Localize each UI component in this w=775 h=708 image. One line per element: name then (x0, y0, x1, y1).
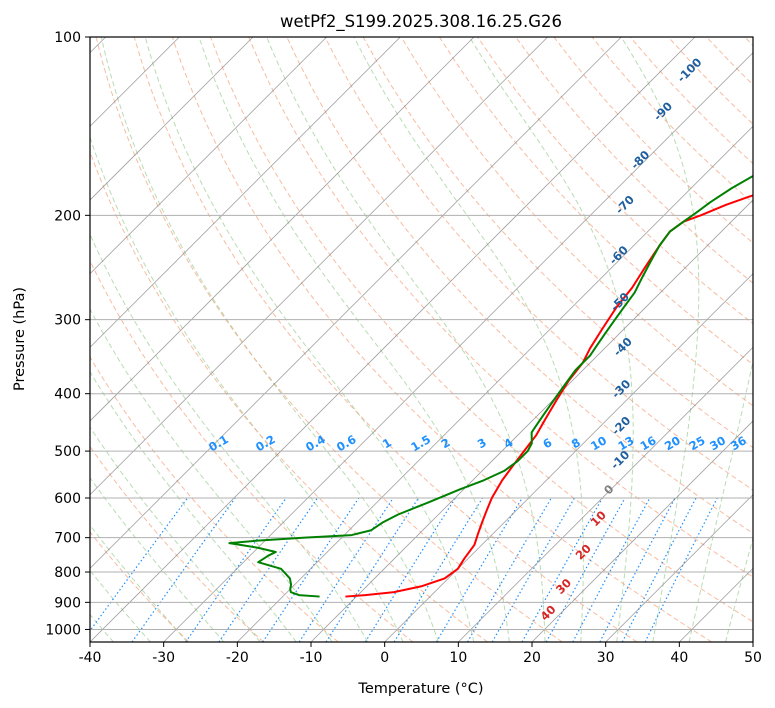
x-tick-label: 50 (744, 650, 762, 666)
y-axis-ticks: 100 200 300 400 500 600 700 800 900 1000 (45, 30, 90, 638)
x-tick-label: 30 (597, 650, 615, 666)
moist-adiabat (353, 37, 584, 642)
dry-adiabat (210, 37, 753, 623)
chart-title: wetPf2_S199.2025.308.16.25.G26 (280, 12, 562, 32)
isotherm-line (384, 273, 753, 642)
x-tick-label: -20 (226, 650, 249, 666)
y-tick-label: 700 (54, 531, 81, 547)
mixing-ratio-line (262, 497, 360, 642)
temperature-line (345, 194, 753, 598)
moist-adiabat (90, 426, 261, 642)
moist-adiabat (90, 476, 225, 642)
x-axis-title: Temperature (°C) (357, 681, 483, 697)
moist-adiabat (90, 308, 333, 642)
dry-adiabat (95, 37, 563, 642)
y-tick-label: 900 (54, 595, 81, 611)
y-tick-label: 1000 (45, 622, 81, 638)
dry-adiabat (248, 37, 753, 578)
dry-adiabat (90, 356, 339, 642)
dry-adiabat (90, 150, 488, 642)
isotherm-line (90, 37, 622, 569)
mixing-ratio-line (435, 497, 523, 642)
y-tick-label: 800 (54, 565, 81, 581)
isotherm-line (458, 346, 753, 642)
y-axis-title: Pressure (hPa) (12, 287, 28, 391)
mixing-ratio-label: 20 (662, 433, 683, 453)
y-tick-label: 100 (54, 30, 81, 46)
y-tick-label: 600 (54, 491, 81, 507)
moist-adiabat (266, 37, 546, 642)
isotherm-line (90, 37, 696, 642)
sounding-series (228, 174, 753, 598)
isotherm-line (90, 37, 254, 201)
x-tick-label: -30 (152, 650, 175, 666)
mixing-ratio-label: 25 (687, 433, 708, 453)
moist-adiabat (144, 37, 475, 642)
y-tick-label: 200 (54, 208, 81, 224)
dry-adiabat (324, 37, 753, 491)
isotherm-line (531, 420, 753, 642)
plot-area (90, 37, 753, 642)
plot-frame (89, 36, 754, 643)
x-tick-label: 10 (449, 650, 467, 666)
mixing-ratio-line (393, 497, 484, 642)
moist-adiabat (725, 536, 753, 642)
moist-adiabat (90, 135, 404, 642)
mixing-ratio-label: 36 (728, 433, 749, 453)
dry-adiabat (439, 37, 753, 366)
isotherm-line (90, 37, 475, 422)
mixing-ratio-line (90, 497, 189, 632)
mixing-ratio-line (644, 497, 718, 642)
x-axis-ticks: -40 -30 -20 -10 0 10 20 30 40 50 (79, 642, 762, 666)
mixing-ratio-line (599, 497, 676, 642)
moist-adiabat (688, 358, 753, 642)
mixing-ratio-line (621, 497, 697, 642)
moist-adiabat (100, 37, 439, 642)
dry-adiabat (515, 37, 753, 284)
mixing-ratio-label: 30 (707, 433, 728, 453)
mixing-ratio-line (364, 497, 456, 642)
isotherm-line (90, 37, 401, 348)
dry-adiabat (171, 37, 712, 642)
mixing-ratio-label: 10 (588, 433, 609, 453)
moist-adiabat (620, 37, 700, 642)
mixing-ratio-lines (90, 497, 718, 642)
moist-adiabat (90, 233, 369, 642)
dry-adiabat (90, 531, 190, 642)
isobar-grid (90, 37, 753, 630)
mixing-ratio-line (572, 497, 651, 642)
x-tick-label: 0 (380, 650, 389, 666)
y-tick-label: 500 (54, 444, 81, 460)
isotherm-line (310, 199, 753, 642)
y-tick-label: 300 (54, 313, 81, 329)
isotherm-line (605, 494, 753, 642)
isotherm-line (237, 125, 753, 642)
x-tick-label: -40 (79, 650, 102, 666)
x-tick-label: 20 (523, 650, 541, 666)
dry-adiabat (133, 37, 638, 642)
dry-adiabat (90, 445, 264, 642)
mixing-ratio-line (131, 497, 236, 642)
isotherm-line (90, 37, 327, 275)
dry-adiabats (90, 37, 753, 642)
moist-adiabat (469, 37, 634, 642)
mixing-ratio-label: 16 (638, 433, 659, 453)
mixing-ratio-line (545, 497, 626, 642)
dewpoint-line (228, 174, 753, 598)
x-tick-label: -10 (300, 650, 323, 666)
mixing-ratio-label: 13 (616, 433, 637, 453)
isotherm-line (90, 37, 548, 496)
x-tick-label: 40 (670, 650, 688, 666)
dry-adiabat (400, 37, 753, 407)
y-tick-label: 400 (54, 387, 81, 403)
